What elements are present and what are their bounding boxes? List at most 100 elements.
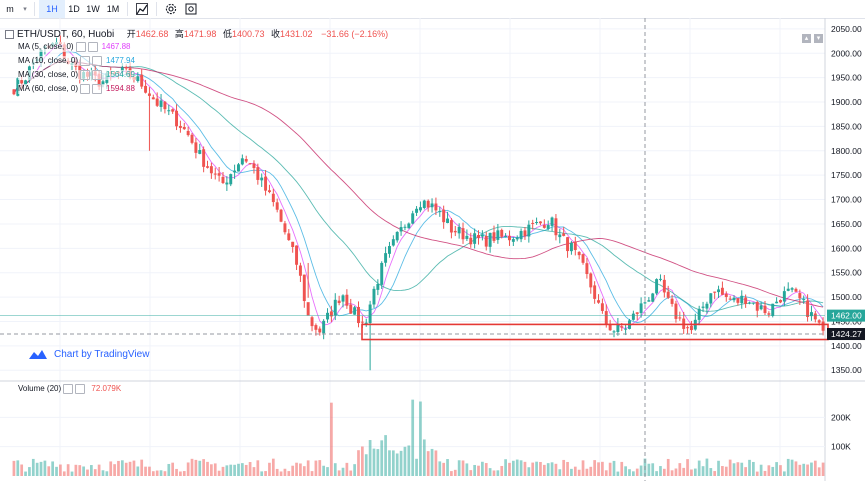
maximize-pane-icon[interactable]: ▾ (814, 34, 823, 43)
candle-body (744, 297, 748, 304)
toolbar-divider (34, 2, 35, 16)
eye-icon[interactable] (80, 56, 91, 66)
collapse-icon[interactable] (5, 30, 14, 40)
volume-bar (705, 458, 709, 476)
candle-body (147, 93, 151, 96)
eye-icon[interactable] (63, 384, 74, 394)
candle-body (163, 101, 167, 110)
candle-body (178, 125, 182, 128)
candle-body (233, 170, 237, 173)
volume-bar (686, 459, 689, 476)
volume-bar (450, 471, 453, 476)
volume-bar (562, 459, 566, 476)
candle-body (740, 295, 744, 304)
ma30-legend[interactable]: MA (30, close, 0) 1564.69 (18, 70, 135, 80)
close-value: 1431.02 (280, 29, 313, 39)
candle-body (786, 288, 790, 291)
candle-body (817, 320, 821, 323)
current-price-tag (827, 309, 865, 322)
eye-icon[interactable] (80, 70, 91, 80)
eye-icon[interactable] (80, 84, 91, 94)
candle-body (569, 242, 573, 252)
ma10-legend[interactable]: MA (10, close, 0) 1477.94 (18, 56, 135, 66)
volume-bar (105, 471, 109, 476)
volume-bar (271, 458, 275, 476)
volume-bar (109, 461, 113, 476)
volume-bar (361, 446, 364, 476)
candle-body (608, 324, 612, 331)
volume-bar (167, 463, 171, 476)
volume-bar (813, 460, 817, 476)
volume-bar (659, 466, 662, 476)
volume-bar (395, 453, 399, 476)
volume-bar (697, 460, 701, 476)
volume-bar (210, 464, 213, 476)
volume-bar (51, 461, 55, 476)
volume-bar (155, 470, 159, 476)
volume-bar (651, 463, 655, 476)
volume-bar (461, 460, 465, 476)
interval-1m-button[interactable]: 1M (103, 0, 123, 18)
volume-bars (12, 399, 825, 476)
close-icon[interactable] (92, 56, 103, 66)
volume-bar (585, 468, 589, 476)
volume-bar (113, 464, 116, 476)
volume-bar (782, 471, 786, 476)
volume-bar (407, 445, 411, 476)
candle-body (267, 190, 271, 193)
volume-bar (31, 458, 35, 476)
close-icon[interactable] (92, 70, 103, 80)
volume-bar (632, 471, 635, 476)
screenshot-camera-icon[interactable] (181, 0, 201, 18)
ma60-line (13, 60, 824, 308)
volume-bar (291, 465, 295, 476)
candle-body (442, 209, 446, 223)
settings-gear-icon[interactable] (161, 0, 181, 18)
interval-1w-button[interactable]: 1W (83, 0, 103, 18)
candle-body (775, 301, 779, 304)
candle-body (639, 303, 643, 314)
volume-bar (380, 440, 384, 476)
interval-1h-button[interactable]: 1H (39, 0, 65, 18)
volume-bar (136, 466, 140, 476)
candle-body (643, 302, 647, 304)
ma60-legend[interactable]: MA (60, close, 0) 1594.88 (18, 84, 135, 94)
volume-bar (728, 459, 732, 476)
crosshair-price-tag (827, 328, 865, 341)
candle-body (658, 278, 662, 280)
interval-1d-label: 1D (68, 4, 80, 14)
volume-bar (97, 464, 101, 476)
volume-bar (376, 449, 380, 476)
volume-tick-label: 200K (831, 412, 851, 422)
interval-1d-button[interactable]: 1D (65, 0, 83, 18)
chart-type-icon[interactable] (132, 0, 152, 18)
eye-icon[interactable] (75, 42, 86, 52)
ma5-label: MA (5, close, 0) (18, 42, 74, 52)
minimize-pane-icon[interactable]: ▴ (802, 34, 811, 43)
volume-bar (546, 463, 550, 476)
volume-bar (713, 471, 717, 476)
volume-bar (500, 465, 504, 476)
close-icon[interactable] (75, 384, 86, 394)
volume-bar (213, 463, 217, 476)
candle-body (120, 67, 124, 72)
candle-body (101, 81, 105, 85)
interval-minute-button[interactable]: m (0, 0, 20, 18)
candle-body (496, 230, 500, 240)
candle-body (310, 317, 314, 327)
close-icon[interactable] (92, 84, 103, 94)
candle-body (306, 302, 310, 316)
ma5-legend[interactable]: MA (5, close, 0) 1467.88 (18, 42, 131, 52)
volume-bar (124, 462, 128, 476)
chevron-down-icon[interactable]: ▾ (23, 6, 27, 13)
tradingview-attribution[interactable]: Chart by TradingView (28, 348, 149, 360)
candle-body (782, 291, 786, 302)
volume-bar (341, 467, 345, 476)
close-icon[interactable] (87, 42, 98, 52)
volume-bar (411, 399, 415, 476)
candle-body (457, 226, 461, 234)
volume-bar (43, 460, 47, 476)
volume-bar (295, 462, 298, 476)
volume-bar (353, 464, 356, 476)
volume-bar (426, 451, 430, 476)
